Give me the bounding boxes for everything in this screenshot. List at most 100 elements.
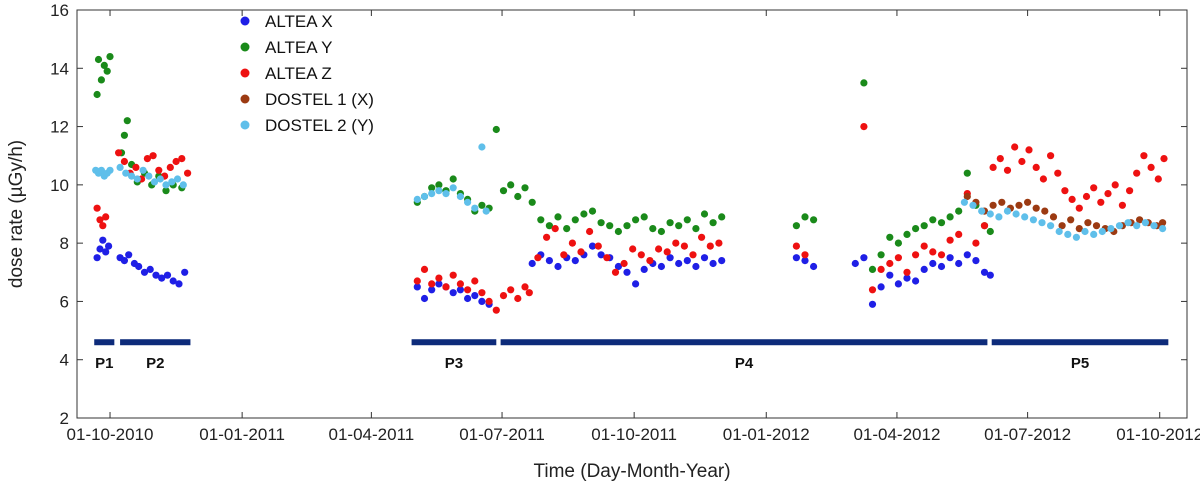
data-point (700, 254, 709, 262)
data-point (632, 280, 640, 288)
data-point (1097, 198, 1105, 206)
data-point (158, 274, 166, 282)
data-point (989, 163, 997, 171)
x-tick-label: 01-07-2011 (459, 425, 545, 444)
data-point (120, 157, 128, 166)
period-label-p2: P2 (146, 355, 164, 372)
data-point (156, 175, 164, 183)
data-point (623, 268, 631, 276)
data-point (588, 207, 597, 215)
data-point (692, 262, 700, 271)
data-point (435, 187, 443, 195)
period-label-p5: P5 (1071, 355, 1089, 372)
data-point (640, 265, 648, 273)
data-point (1003, 207, 1012, 215)
data-point (980, 268, 989, 276)
data-point (969, 201, 977, 209)
data-point (1133, 222, 1141, 230)
data-point (478, 289, 486, 297)
data-point (718, 257, 726, 265)
data-point (972, 257, 980, 265)
data-point (860, 123, 868, 131)
series-altea-z (93, 123, 1168, 314)
data-point (1024, 198, 1032, 206)
data-point (986, 227, 994, 236)
data-point (99, 236, 107, 244)
data-point (115, 149, 123, 157)
data-point (1111, 181, 1119, 189)
data-point (456, 286, 464, 294)
data-point (102, 248, 110, 256)
data-point (123, 117, 131, 125)
data-point (563, 225, 571, 233)
data-point (868, 300, 877, 308)
data-point (135, 262, 143, 271)
data-point (420, 294, 429, 303)
data-point (700, 210, 709, 218)
data-point (571, 257, 579, 265)
data-point (611, 268, 620, 276)
data-point (1140, 152, 1148, 160)
data-point (181, 268, 189, 276)
data-point (894, 280, 903, 288)
data-points-layer (92, 53, 1168, 314)
data-point (1090, 230, 1098, 238)
data-point (937, 219, 946, 227)
data-point (955, 259, 963, 268)
period-label-p4: P4 (735, 355, 754, 372)
data-point (860, 254, 868, 262)
data-point (97, 166, 105, 174)
y-tick-label: 10 (50, 176, 69, 195)
data-point (537, 216, 545, 224)
data-point (528, 198, 536, 206)
data-point (718, 213, 726, 221)
data-point (603, 254, 611, 262)
data-point (1075, 225, 1083, 233)
data-point (106, 53, 114, 61)
x-tick-label: 01-10-2011 (591, 425, 677, 444)
data-point (1133, 169, 1141, 177)
data-point (986, 210, 994, 218)
data-point (478, 143, 486, 151)
series-altea-y (93, 53, 994, 273)
data-point (929, 248, 937, 256)
data-point (672, 239, 680, 247)
data-point (998, 198, 1006, 206)
data-point (860, 79, 868, 87)
data-point (1082, 192, 1091, 201)
data-point (413, 195, 421, 203)
data-point (534, 254, 542, 262)
data-point (428, 190, 436, 198)
data-point (912, 277, 920, 285)
data-point (894, 254, 903, 262)
data-point (978, 207, 986, 215)
x-tick-label: 01-01-2012 (723, 425, 810, 444)
data-point (449, 271, 457, 279)
y-tick-label: 16 (50, 1, 69, 20)
data-point (435, 274, 443, 282)
legend-marker-altea-x (240, 16, 250, 26)
data-point (442, 190, 450, 198)
data-point (172, 157, 180, 166)
data-point (100, 61, 108, 69)
data-point (133, 175, 141, 183)
data-point (868, 265, 877, 273)
data-point (1136, 216, 1144, 224)
data-point (929, 216, 937, 224)
data-point (528, 259, 536, 268)
data-point (946, 236, 954, 244)
data-point (709, 259, 717, 268)
data-point (692, 225, 700, 233)
data-point (499, 187, 508, 195)
data-point (413, 277, 421, 285)
data-point (173, 175, 182, 183)
data-point (478, 201, 486, 209)
data-point (456, 280, 464, 288)
data-point (912, 251, 920, 259)
data-point (175, 280, 183, 288)
data-point (877, 251, 885, 259)
data-point (1160, 155, 1168, 163)
data-point (428, 184, 436, 192)
data-point (442, 283, 450, 291)
